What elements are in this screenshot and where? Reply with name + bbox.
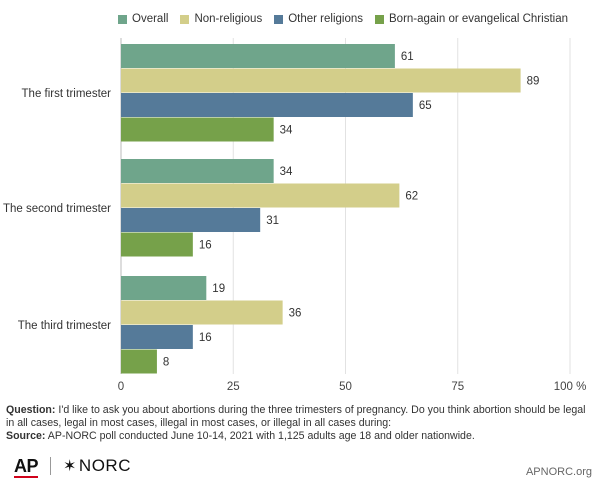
x-tick-label: 50 bbox=[339, 381, 352, 393]
site-url: APNORC.org bbox=[525, 466, 592, 478]
x-tick-label: 75 bbox=[451, 381, 464, 393]
data-label: 62 bbox=[405, 191, 418, 203]
bar bbox=[121, 44, 395, 68]
data-label: 31 bbox=[266, 215, 279, 227]
x-tick-label: 0 bbox=[118, 381, 124, 393]
logo-divider bbox=[50, 457, 52, 475]
legend-item: Born-again or evangelical Christian bbox=[375, 13, 568, 25]
source-label: Source: bbox=[6, 430, 46, 443]
bar bbox=[121, 300, 283, 325]
bar bbox=[121, 325, 193, 349]
ap-logo: AP bbox=[14, 455, 39, 478]
legend-label: Non-religious bbox=[194, 13, 263, 25]
legend-item: Other religions bbox=[274, 13, 363, 25]
legend-item: Overall bbox=[118, 13, 168, 25]
chart-legend: Overall Non-religious Other religions Born-… bbox=[118, 10, 594, 28]
category-label: The third trimester bbox=[18, 320, 111, 332]
bar bbox=[121, 276, 207, 300]
bar bbox=[121, 349, 157, 374]
question-text: I'd like to ask you about abortions duri… bbox=[6, 404, 586, 430]
bar bbox=[121, 232, 193, 257]
bar bbox=[121, 117, 274, 142]
norc-star-icon: ✶ bbox=[63, 458, 77, 475]
norc-logo: ✶ NORC bbox=[63, 456, 131, 476]
x-tick-label: 100 % bbox=[554, 381, 587, 393]
question-label: Question: bbox=[6, 404, 56, 416]
legend-swatch bbox=[180, 14, 190, 24]
data-label: 36 bbox=[289, 308, 302, 320]
data-label: 8 bbox=[163, 357, 169, 369]
category-label: The first trimester bbox=[22, 88, 112, 100]
bar bbox=[121, 183, 400, 208]
data-label: 65 bbox=[419, 100, 432, 112]
bar bbox=[121, 93, 413, 117]
source-note: Source: AP-NORC poll conducted June 10-1… bbox=[6, 430, 596, 443]
data-label: 34 bbox=[280, 166, 293, 178]
legend-swatch bbox=[375, 14, 384, 24]
legend-label: Born-again or evangelical Christian bbox=[389, 13, 568, 25]
data-label: 19 bbox=[212, 283, 225, 295]
source-text: AP-NORC poll conducted June 10-14, 2021 … bbox=[45, 430, 475, 443]
logos: AP ✶ NORC bbox=[14, 455, 131, 478]
data-label: 16 bbox=[199, 332, 212, 344]
data-label: 61 bbox=[401, 51, 414, 63]
data-label: 89 bbox=[527, 76, 540, 88]
legend-label: Overall bbox=[132, 13, 169, 25]
legend-swatch bbox=[118, 14, 127, 24]
data-label: 16 bbox=[199, 240, 212, 252]
footnote: Question: I'd like to ask you about abor… bbox=[6, 404, 596, 444]
legend-swatch bbox=[274, 14, 284, 24]
data-label: 34 bbox=[280, 125, 293, 137]
x-tick-label: 25 bbox=[227, 381, 240, 393]
category-label: The second trimester bbox=[3, 203, 111, 215]
bar bbox=[121, 159, 274, 183]
legend-label: Other religions bbox=[288, 13, 363, 25]
legend-item: Non-religious bbox=[180, 13, 262, 25]
bar bbox=[121, 208, 261, 232]
bar bbox=[121, 68, 521, 93]
question-note: Question: I'd like to ask you about abor… bbox=[6, 404, 596, 430]
norc-logo-text: NORC bbox=[78, 456, 131, 475]
bar-chart: 0 25 50 75 100 % 61 89 65 34 The first trimester 3… bbox=[3, 38, 587, 393]
